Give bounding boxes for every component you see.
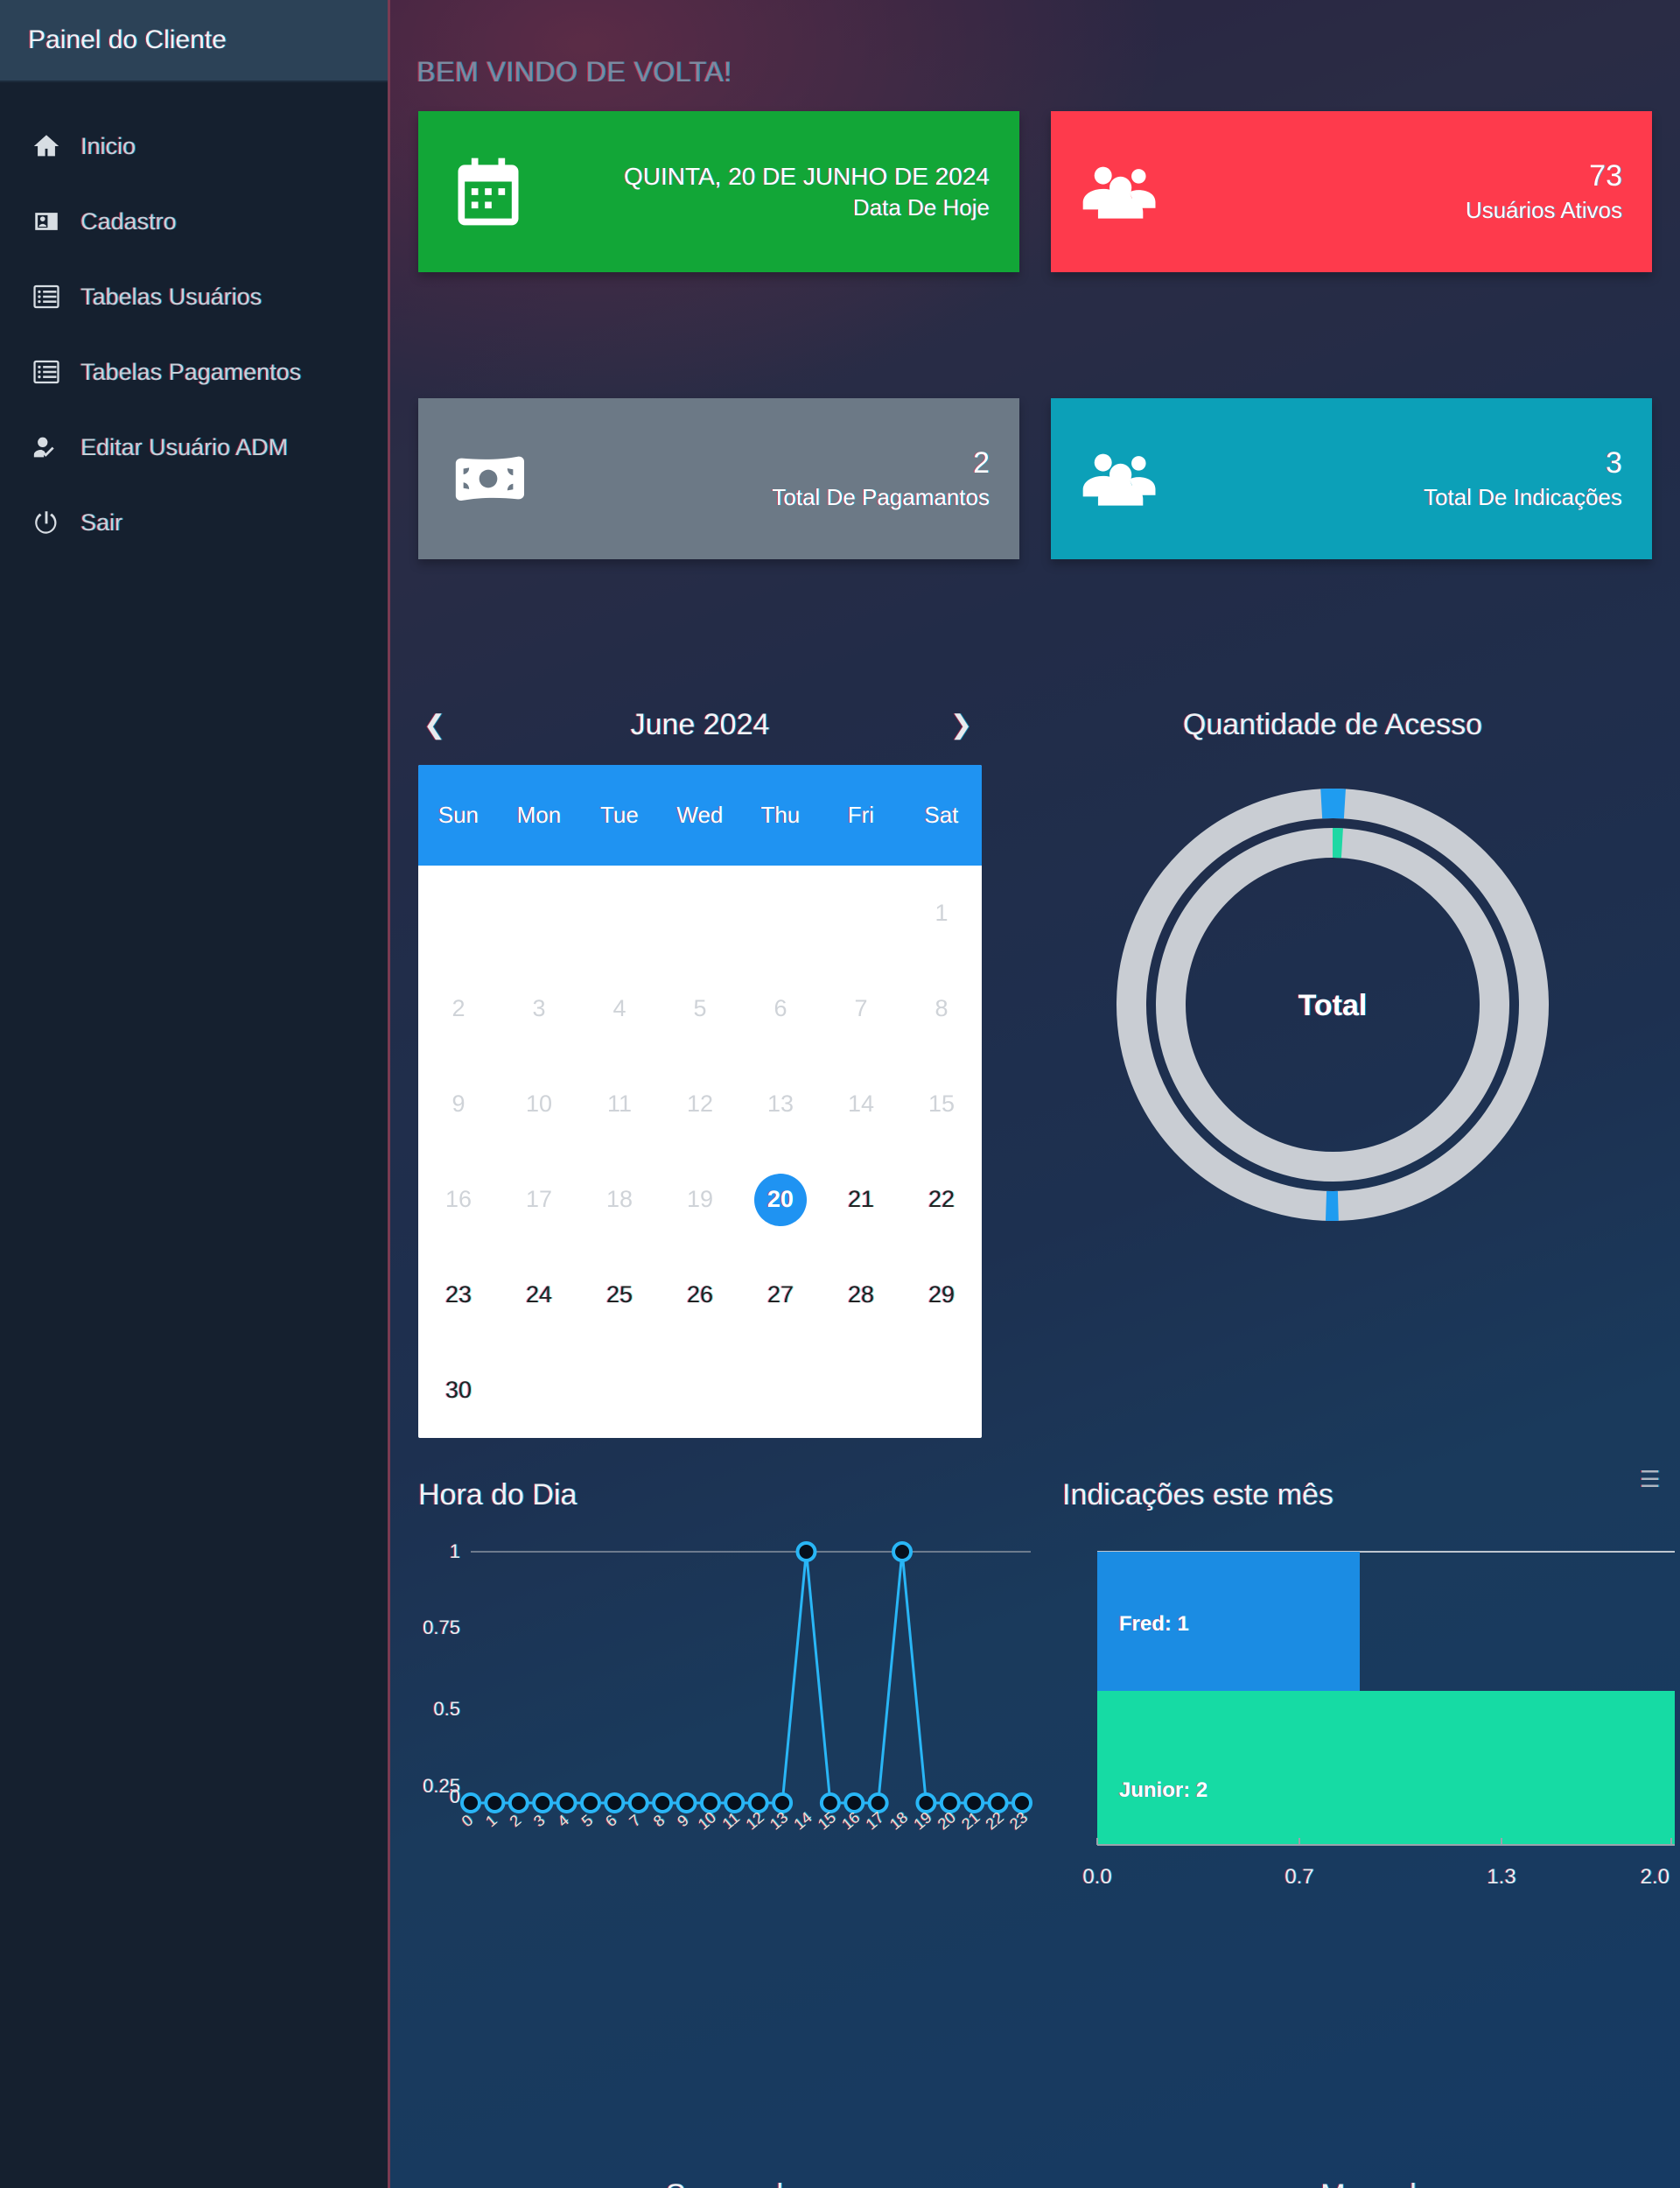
- svg-text:0.0: 0.0: [1082, 1865, 1111, 1889]
- svg-text:Indicações este mês: Indicações este mês: [1062, 1478, 1334, 1511]
- svg-text:9: 9: [674, 1812, 692, 1831]
- svg-text:Junior: 2: Junior: 2: [1119, 1778, 1208, 1802]
- svg-text:15: 15: [815, 1808, 839, 1833]
- svg-text:0.5: 0.5: [433, 1698, 460, 1720]
- svg-text:13: 13: [766, 1808, 791, 1833]
- svg-text:18: 18: [886, 1808, 911, 1833]
- svg-text:22: 22: [983, 1808, 1007, 1833]
- svg-text:1: 1: [450, 1540, 460, 1562]
- svg-text:6: 6: [602, 1812, 620, 1831]
- svg-text:7: 7: [626, 1812, 645, 1831]
- svg-text:20: 20: [934, 1808, 959, 1833]
- svg-text:8: 8: [650, 1812, 668, 1831]
- svg-text:4: 4: [554, 1812, 572, 1831]
- svg-text:21: 21: [958, 1808, 983, 1833]
- svg-text:14: 14: [791, 1808, 816, 1833]
- svg-text:0.7: 0.7: [1284, 1865, 1313, 1889]
- svg-text:17: 17: [863, 1808, 887, 1833]
- svg-text:0: 0: [458, 1812, 477, 1831]
- svg-text:5: 5: [578, 1812, 597, 1831]
- svg-text:23: 23: [1006, 1808, 1031, 1833]
- svg-text:Hora do Dia: Hora do Dia: [418, 1478, 578, 1511]
- svg-text:1.3: 1.3: [1487, 1865, 1516, 1889]
- svg-text:1: 1: [482, 1812, 500, 1831]
- svg-text:Fred: 1: Fred: 1: [1119, 1612, 1189, 1636]
- svg-text:2.0: 2.0: [1641, 1865, 1670, 1889]
- svg-text:16: 16: [838, 1808, 863, 1833]
- svg-text:2: 2: [507, 1812, 525, 1831]
- svg-text:Total: Total: [1298, 989, 1368, 1022]
- svg-text:0: 0: [450, 1785, 460, 1807]
- svg-text:☰: ☰: [1640, 1466, 1660, 1492]
- svg-text:10: 10: [695, 1808, 719, 1833]
- svg-text:3: 3: [530, 1812, 549, 1831]
- svg-text:0.75: 0.75: [423, 1616, 460, 1638]
- svg-text:12: 12: [743, 1808, 767, 1833]
- svg-text:19: 19: [910, 1808, 934, 1833]
- svg-text:11: 11: [719, 1809, 743, 1833]
